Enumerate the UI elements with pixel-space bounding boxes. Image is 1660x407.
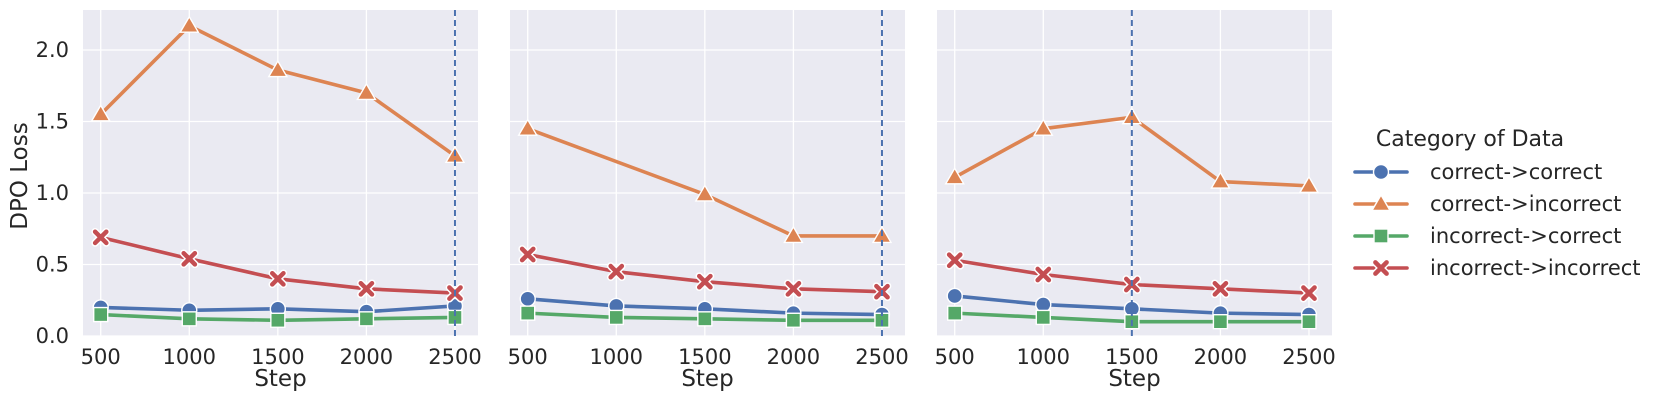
- x-tick-label: 2000: [1194, 345, 1247, 369]
- legend-title: Category of Data: [1376, 127, 1564, 152]
- x-axis-label: Step: [681, 366, 733, 392]
- data-point: [944, 166, 965, 185]
- data-point: [1298, 175, 1320, 194]
- x-tick-label: 500: [508, 345, 548, 369]
- x-tick-label: 1500: [1105, 345, 1158, 369]
- x-axis-label: Step: [254, 366, 306, 392]
- series-correct-to-incorrect: [90, 15, 466, 164]
- data-point: [1301, 314, 1317, 330]
- data-point: [267, 59, 289, 78]
- data-point: [91, 227, 111, 247]
- data-point: [783, 225, 804, 244]
- data-point: [358, 311, 375, 327]
- y-tick-label: 0.5: [36, 253, 69, 277]
- data-point: [784, 279, 803, 299]
- x-tick-label: 1500: [678, 345, 731, 369]
- data-point: [1210, 171, 1231, 189]
- series-incorrect-to-correct: [93, 306, 463, 328]
- y-tick-label: 1.0: [36, 181, 69, 205]
- data-point: [697, 311, 713, 327]
- x-tick-label: 500: [81, 345, 121, 369]
- data-point: [606, 262, 626, 282]
- data-point: [1033, 265, 1053, 284]
- data-point: [785, 312, 802, 328]
- legend-marker: [1370, 193, 1392, 212]
- legend-marker: [1371, 258, 1391, 278]
- data-point: [517, 118, 538, 136]
- data-point: [694, 184, 716, 202]
- plot-area: [83, 10, 478, 336]
- legend-marker: [1373, 228, 1389, 244]
- data-point: [947, 305, 963, 321]
- series-incorrect-to-correct: [947, 305, 1317, 330]
- data-point: [1035, 309, 1051, 326]
- series-incorrect-to-correct: [520, 305, 890, 328]
- panels: 500 1000 1500 2000 25000.00.51.01.52.0Step50…: [36, 10, 1336, 392]
- x-tick-label: 2000: [340, 345, 393, 369]
- data-point: [270, 312, 286, 328]
- series-line: [525, 126, 884, 238]
- legend-label: incorrect->correct: [1430, 224, 1621, 248]
- data-point: [357, 279, 376, 299]
- data-point: [1212, 314, 1229, 330]
- x-tick-label: 2500: [855, 345, 908, 369]
- data-point: [356, 82, 377, 101]
- data-point: [268, 269, 288, 289]
- data-point: [520, 305, 536, 321]
- legend-item-incorrect-to-incorrect: incorrect->incorrect: [1353, 256, 1641, 280]
- x-axis-label: Step: [1108, 366, 1160, 392]
- panel-3: 500 1000 1500 2000 2500 Step: [935, 10, 1336, 392]
- x-tick-label: 1000: [590, 345, 643, 369]
- data-point: [1299, 283, 1319, 303]
- data-point: [695, 272, 715, 292]
- x-tick-label: 2500: [428, 345, 481, 369]
- x-tick-label: 1000: [163, 345, 216, 369]
- data-point: [1211, 279, 1230, 299]
- legend-item-correct-to-correct: correct->correct: [1353, 160, 1602, 184]
- data-point: [179, 15, 200, 33]
- data-point: [181, 311, 197, 327]
- x-tick-label: 1500: [251, 345, 304, 369]
- legend-item-correct-to-incorrect: correct->incorrect: [1353, 192, 1621, 216]
- legend-label: correct->incorrect: [1430, 192, 1621, 216]
- legend-label: correct->correct: [1430, 160, 1602, 184]
- x-tick-label: 2000: [767, 345, 820, 369]
- data-point: [90, 103, 111, 122]
- x-tick-label: 2500: [1282, 345, 1335, 369]
- panel-2: 500 1000 1500 2000 2500 Step: [508, 10, 909, 392]
- y-tick-label: 0.0: [36, 324, 69, 348]
- y-axis-label: DPO Loss: [7, 122, 33, 229]
- data-point: [518, 245, 538, 264]
- y-tick-label: 1.5: [36, 110, 69, 134]
- data-point: [179, 249, 199, 269]
- legend-label: incorrect->incorrect: [1430, 256, 1641, 280]
- series-correct-to-incorrect: [944, 106, 1320, 194]
- data-point: [946, 287, 963, 305]
- data-point: [519, 290, 536, 308]
- y-tick-label: 2.0: [36, 38, 69, 62]
- data-point: [1033, 118, 1054, 136]
- data-point: [93, 306, 109, 323]
- data-point: [608, 309, 624, 326]
- legend: Category of Data correct->correct correct…: [1353, 127, 1641, 280]
- x-tick-label: 500: [935, 345, 975, 369]
- panel-1: 500 1000 1500 2000 2500 0.0 0.5 1.0 1.5 2.0 Step: [36, 10, 482, 392]
- x-tick-label: 1000: [1017, 345, 1070, 369]
- legend-marker: [1372, 163, 1390, 181]
- legend-item-incorrect-to-correct: incorrect->correct: [1353, 224, 1621, 248]
- data-point: [945, 250, 965, 270]
